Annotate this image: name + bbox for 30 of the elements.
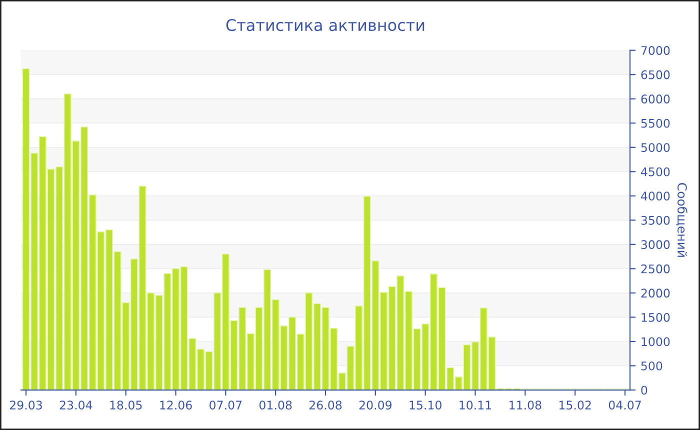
y-tick-label: 4000 (640, 192, 670, 201)
x-tick-label: 11.08 (510, 400, 542, 410)
y-tick-label: 6500 (641, 70, 670, 80)
x-tick-label: 10.11 (460, 400, 492, 410)
x-tick-label: 18.05 (110, 400, 142, 410)
x-tick-label: 12.06 (160, 400, 192, 410)
y-tick-label: 500 (641, 361, 662, 370)
y-tick-label: 3000 (641, 240, 670, 250)
y-tick-label: 1000 (642, 337, 670, 346)
x-tick-label: 04.07 (608, 400, 641, 410)
x-tick-label: 15.02 (559, 400, 591, 410)
x-tick-label: 23.04 (60, 400, 92, 410)
y-tick-label: 5500 (641, 118, 670, 128)
x-tick-label: 20.09 (359, 400, 392, 410)
y-tick-label: 0 (641, 386, 648, 395)
y-tick-label: 3500 (641, 216, 670, 225)
y-tick-label: 1500 (642, 312, 670, 322)
y-tick-label: 2500 (641, 264, 670, 274)
y-tick-label: 4500 (640, 167, 670, 176)
chart-title: Статистика активности (226, 19, 424, 32)
x-tick-label: 26.08 (309, 400, 342, 410)
y-tick-label: 6000 (641, 94, 670, 104)
x-tick-label: 15.10 (410, 400, 442, 410)
x-tick-label: 01.08 (259, 400, 292, 410)
x-tick-label: 29.03 (10, 400, 42, 410)
x-tick-label: 07.07 (210, 400, 242, 410)
y-axis-title: Сообщений (676, 183, 688, 257)
y-tick-label: 5000 (641, 143, 670, 152)
y-tick-label: 2000 (641, 288, 670, 298)
y-tick-label: 7000 (641, 46, 670, 55)
